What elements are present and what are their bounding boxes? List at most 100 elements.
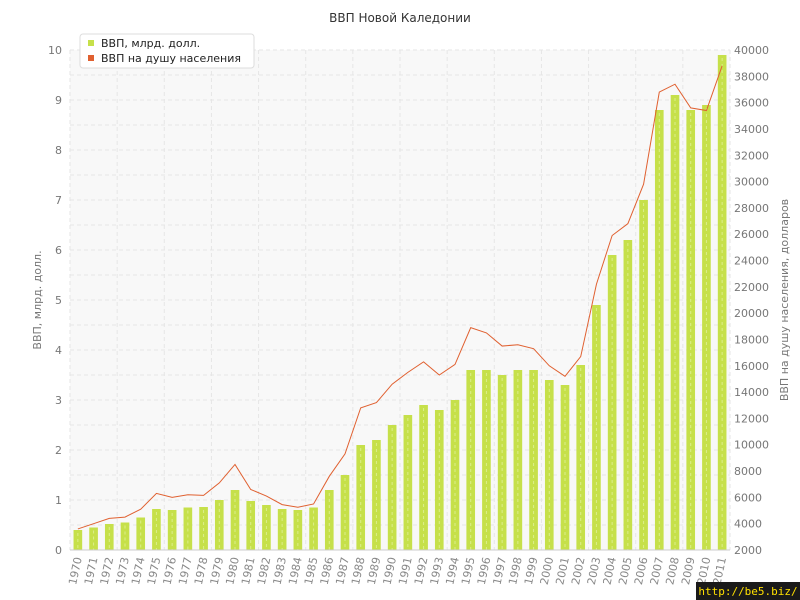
- bar-2002: [576, 365, 586, 550]
- x-tick-label: 1990: [381, 556, 400, 586]
- y2-tick-label: 18000: [734, 333, 769, 346]
- bar-1972: [104, 524, 114, 550]
- x-tick-label: 1970: [66, 556, 85, 586]
- x-axis-ticks: 1970197119721973197419751976197719781979…: [66, 556, 729, 586]
- legend: ВВП, млрд. долл. ВВП на душу населения: [79, 33, 255, 69]
- line-series: [77, 65, 723, 530]
- bar-1973: [120, 522, 130, 550]
- y-tick-label: 0: [55, 544, 62, 557]
- legend-swatch-gdp-per-capita: [88, 55, 94, 61]
- y2-axis-label: ВВП на душу населения, долларов: [778, 199, 791, 401]
- bar-2006: [639, 200, 648, 550]
- x-tick-label: 2009: [679, 556, 698, 586]
- x-tick-label: 1978: [192, 556, 211, 586]
- x-tick-label: 2010: [695, 556, 714, 586]
- x-tick-label: 1999: [522, 556, 541, 586]
- x-tick-label: 2000: [538, 556, 557, 586]
- y2-tick-label: 10000: [734, 439, 769, 452]
- x-tick-label: 1972: [98, 556, 117, 586]
- bar-1989: [372, 440, 381, 550]
- x-tick-label: 1994: [443, 556, 462, 586]
- x-tick-label: 1995: [459, 556, 478, 586]
- y-tick-label: 8: [55, 144, 62, 157]
- bar-1992: [419, 405, 428, 550]
- bar-1976: [167, 510, 177, 550]
- x-tick-label: 1993: [428, 556, 447, 586]
- x-tick-label: 1987: [333, 556, 352, 586]
- y2-tick-label: 26000: [734, 228, 769, 241]
- bar-1975: [152, 509, 161, 550]
- x-tick-label: 1973: [113, 556, 132, 586]
- y2-tick-label: 2000: [734, 544, 762, 557]
- x-tick-label: 1971: [82, 556, 101, 586]
- x-tick-label: 2004: [601, 556, 620, 586]
- x-tick-label: 1977: [176, 556, 195, 586]
- x-tick-label: 2003: [585, 556, 604, 586]
- y2-tick-label: 8000: [734, 465, 762, 478]
- x-tick-label: 1975: [145, 556, 164, 586]
- y-tick-label: 1: [55, 494, 62, 507]
- x-tick-label: 1989: [365, 556, 384, 586]
- x-tick-label: 2001: [553, 556, 572, 586]
- x-tick-label: 2008: [663, 556, 682, 586]
- x-tick-label: 2007: [648, 556, 667, 586]
- y2-tick-label: 40000: [734, 44, 769, 57]
- y2-tick-label: 6000: [734, 491, 762, 504]
- y2-tick-label: 38000: [734, 70, 769, 83]
- y2-tick-label: 30000: [734, 176, 769, 189]
- y2-tick-label: 34000: [734, 123, 769, 136]
- x-tick-label: 1991: [396, 556, 415, 586]
- y-tick-label: 10: [48, 44, 62, 57]
- bar-2003: [592, 305, 601, 550]
- x-tick-label: 2005: [616, 556, 635, 586]
- y2-tick-label: 4000: [734, 518, 762, 531]
- x-tick-label: 1983: [271, 556, 290, 586]
- bar-series: [73, 55, 727, 550]
- x-tick-label: 1981: [239, 556, 258, 586]
- x-tick-label: 1985: [302, 556, 321, 586]
- y-tick-label: 4: [55, 344, 62, 357]
- x-tick-label: 1997: [491, 556, 510, 586]
- x-tick-label: 1986: [318, 556, 337, 586]
- y-axis-label: ВВП, млрд. долл.: [31, 250, 44, 349]
- bar-1979: [214, 500, 224, 550]
- y2-axis-ticks: 2000 4000 6000 8000 10000 12000 14000 16000 1800…: [734, 44, 769, 557]
- y2-tick-label: 22000: [734, 281, 769, 294]
- x-tick-label: 1980: [223, 556, 242, 586]
- bar-1984: [293, 510, 303, 550]
- x-tick-label: 1992: [412, 556, 431, 586]
- bar-1991: [403, 415, 413, 550]
- legend-swatch-gdp: [88, 40, 94, 46]
- bar-1987: [340, 475, 350, 550]
- x-tick-label: 1988: [349, 556, 368, 586]
- y-tick-label: 3: [55, 394, 62, 407]
- y2-tick-label: 28000: [734, 202, 769, 215]
- y-tick-label: 7: [55, 194, 62, 207]
- x-tick-label: 1998: [506, 556, 525, 586]
- x-tick-label: 1984: [286, 556, 305, 586]
- legend-label-gdp: ВВП, млрд. долл.: [101, 37, 200, 50]
- y2-tick-label: 12000: [734, 412, 769, 425]
- bar-1990: [387, 425, 397, 550]
- chart-title: ВВП Новой Каледонии: [329, 11, 471, 25]
- watermark: http://be5.biz/: [696, 582, 800, 600]
- x-tick-label: 2002: [569, 556, 588, 586]
- y-tick-label: 6: [55, 244, 62, 257]
- bar-2011: [717, 55, 727, 550]
- x-tick-label: 1974: [129, 556, 148, 586]
- bar-1983: [277, 509, 287, 550]
- y2-tick-label: 36000: [734, 97, 769, 110]
- x-tick-label: 2006: [632, 556, 651, 586]
- x-tick-label: 2011: [711, 556, 730, 586]
- x-tick-label: 1996: [475, 556, 494, 586]
- x-tick-label: 1979: [208, 556, 227, 586]
- bar-2010: [702, 105, 711, 550]
- y-tick-label: 2: [55, 444, 62, 457]
- legend-box: [79, 33, 255, 69]
- legend-label-gdp-per-capita: ВВП на душу населения: [101, 52, 241, 65]
- y-axis-ticks: 0 1 2 3 4 5 6 7 8 9 10: [48, 44, 62, 557]
- bar-1981: [246, 501, 256, 550]
- y2-tick-label: 16000: [734, 360, 769, 373]
- y2-tick-label: 20000: [734, 307, 769, 320]
